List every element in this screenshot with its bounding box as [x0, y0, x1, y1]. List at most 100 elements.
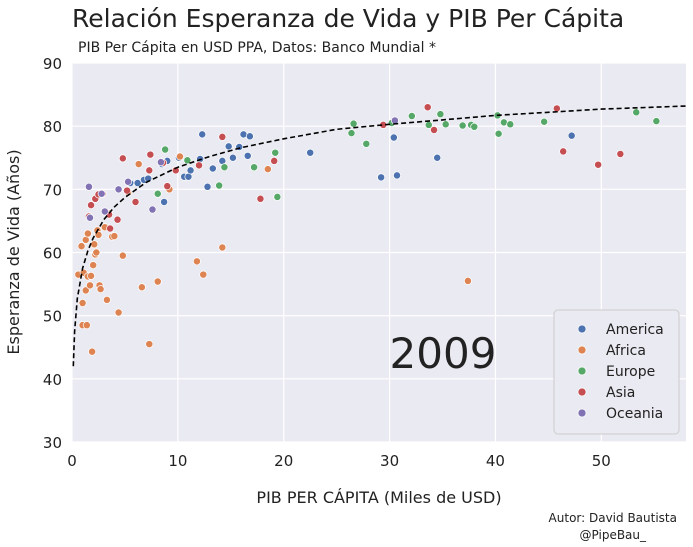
- data-point-asia: [171, 166, 180, 175]
- data-point-america: [377, 173, 386, 182]
- data-point-oceania: [97, 189, 106, 198]
- data-point-asia: [87, 201, 96, 210]
- data-point-asia: [256, 194, 265, 203]
- data-point-europe: [347, 129, 356, 138]
- data-point-africa: [153, 277, 162, 286]
- data-point-america: [567, 131, 576, 140]
- data-point-asia: [123, 186, 131, 195]
- data-point-africa: [114, 308, 123, 317]
- data-point-asia: [106, 224, 115, 233]
- data-point-europe: [271, 148, 280, 157]
- y-tick-label: 30: [43, 434, 62, 452]
- x-tick-label: 30: [380, 452, 399, 470]
- data-point-europe: [220, 163, 229, 172]
- data-point-asia: [118, 154, 127, 163]
- data-point-africa: [82, 321, 91, 330]
- data-point-asia: [146, 150, 155, 159]
- data-point-america: [306, 148, 315, 157]
- legend: America Africa Europe Asia Oceania: [553, 309, 680, 435]
- data-point-america: [186, 166, 195, 175]
- data-point-africa: [96, 285, 105, 294]
- data-point-africa: [87, 271, 96, 280]
- data-point-oceania: [148, 205, 157, 214]
- y-tick-label: 50: [43, 308, 62, 326]
- data-point-europe: [273, 192, 282, 201]
- data-point-europe: [250, 163, 259, 172]
- data-point-asia: [423, 103, 432, 112]
- data-point-asia: [131, 198, 140, 206]
- data-point-africa: [218, 243, 227, 252]
- data-point-europe: [407, 112, 416, 121]
- legend-marker-oceania: [577, 408, 587, 418]
- data-point-oceania: [100, 207, 109, 216]
- chart-subtitle: PIB Per Cápita en USD PPA, Datos: Banco …: [78, 40, 436, 56]
- data-point-europe: [506, 120, 515, 129]
- data-point-africa: [463, 276, 472, 285]
- data-point-europe: [183, 156, 192, 165]
- data-point-europe: [494, 129, 503, 138]
- data-point-europe: [458, 121, 467, 130]
- legend-marker-europe: [577, 366, 587, 376]
- data-point-asia: [430, 126, 438, 134]
- data-point-europe: [161, 145, 170, 154]
- legend-box: [553, 309, 680, 435]
- y-tick-label: 90: [43, 55, 62, 73]
- data-point-africa: [77, 242, 86, 251]
- trend-line: [72, 105, 687, 367]
- data-point-asia: [559, 147, 568, 156]
- legend-label-europe: Europe: [606, 364, 655, 380]
- data-point-europe: [362, 139, 371, 148]
- data-point-europe: [215, 181, 224, 190]
- data-point-asia: [163, 182, 172, 191]
- author-name: Autor: David Bautista: [548, 511, 677, 525]
- data-point-europe: [349, 119, 358, 128]
- data-point-america: [245, 132, 254, 141]
- data-point-america: [389, 133, 398, 142]
- data-point-america: [133, 179, 142, 187]
- data-point-africa: [192, 257, 201, 266]
- data-point-asia: [218, 132, 227, 141]
- data-point-europe: [632, 108, 641, 117]
- data-point-africa: [81, 286, 90, 295]
- y-tick-label: 70: [43, 181, 62, 199]
- data-point-europe: [441, 120, 450, 129]
- y-tick-label: 60: [43, 245, 62, 263]
- data-point-america: [243, 151, 252, 160]
- data-point-africa: [89, 261, 98, 270]
- author-credit: Autor: David Bautista @PipeBau_: [549, 510, 677, 544]
- x-axis-label: PIB PER CÁPITA (Miles de USD): [256, 488, 501, 507]
- data-point-asia: [195, 161, 203, 170]
- data-point-america: [433, 153, 442, 162]
- data-point-america: [203, 182, 212, 191]
- data-point-oceania: [114, 185, 123, 194]
- x-tick-label: 10: [168, 452, 187, 470]
- axis-ticks: 0 10 20 30 40 50 30 40 50 60 70 80 90: [43, 55, 611, 470]
- data-point-europe: [540, 117, 549, 126]
- data-point-asia: [270, 156, 279, 165]
- data-point-america: [160, 198, 169, 206]
- data-point-america: [228, 153, 237, 162]
- legend-marker-america: [577, 324, 587, 334]
- data-point-africa: [83, 229, 92, 238]
- legend-label-oceania: Oceania: [606, 406, 663, 422]
- data-point-asia: [145, 166, 154, 175]
- data-point-africa: [92, 248, 101, 257]
- author-handle: @PipeBau_: [579, 528, 647, 542]
- data-point-africa: [145, 340, 154, 349]
- y-tick-label: 80: [43, 118, 62, 136]
- data-point-africa: [176, 152, 184, 161]
- legend-marker-africa: [577, 345, 587, 355]
- data-point-europe: [652, 117, 661, 126]
- data-point-africa: [137, 283, 146, 292]
- data-point-europe: [436, 110, 445, 119]
- chart-title: Relación Esperanza de Vida y PIB Per Cáp…: [72, 4, 625, 33]
- legend-label-africa: Africa: [606, 343, 646, 359]
- data-point-africa: [118, 251, 127, 260]
- y-tick-label: 40: [43, 371, 62, 389]
- data-point-america: [208, 164, 217, 173]
- data-point-africa: [110, 232, 119, 241]
- data-point-oceania: [86, 213, 94, 222]
- data-point-america: [224, 142, 233, 151]
- data-point-africa: [199, 270, 208, 279]
